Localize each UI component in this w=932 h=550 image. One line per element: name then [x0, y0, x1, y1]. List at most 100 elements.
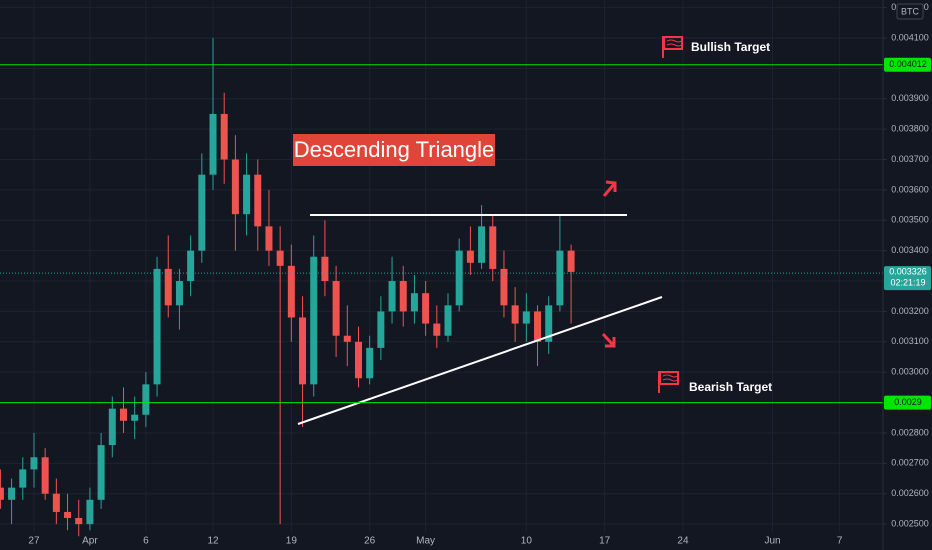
candle-body	[377, 311, 385, 348]
x-tick-label: 12	[207, 536, 219, 547]
overlays: Bullish Target Bearish Target	[0, 40, 883, 404]
y-tick-label: 0.003600	[891, 184, 929, 194]
target-price-label: 0.0029	[894, 397, 922, 407]
candle-body	[30, 457, 38, 470]
candle-body	[108, 408, 116, 446]
candle-body	[287, 265, 295, 318]
title-box	[293, 134, 495, 166]
x-tick-label: 24	[677, 536, 689, 547]
candle-body	[142, 384, 150, 415]
y-tick-label: 0.002700	[891, 458, 929, 468]
candle-body	[164, 268, 172, 306]
bearish-flag-icon	[658, 371, 679, 393]
x-axis: 27 Apr 6 12 19 26 May 10 17 24 Jun 7	[28, 536, 842, 547]
x-tick-label: 26	[364, 536, 376, 547]
target-price-box	[884, 57, 931, 72]
candle-body	[220, 113, 228, 160]
last-price-label: 0.003326	[889, 267, 927, 277]
candles	[0, 37, 575, 537]
last-price-box	[884, 266, 931, 291]
candle-body	[343, 335, 351, 342]
target-name: Bullish Target	[691, 40, 770, 54]
candle-body	[455, 250, 463, 306]
candle-body	[321, 256, 329, 282]
x-tick-label: Jun	[764, 536, 780, 547]
candle-body	[97, 445, 105, 500]
candle-body	[86, 499, 94, 525]
countdown: 02:21:19	[890, 278, 925, 288]
y-tick-label: 0.003400	[891, 245, 929, 255]
candle-body	[131, 414, 139, 421]
candle-body	[433, 323, 441, 336]
candle-body	[299, 317, 307, 385]
candle-body	[0, 487, 4, 500]
candle-body	[478, 226, 486, 263]
y-tick-label: 0.003700	[891, 154, 929, 164]
candle-body	[8, 487, 16, 500]
y-tick-label: 0.003000	[891, 367, 929, 377]
target-name: Bearish Target	[689, 380, 772, 394]
x-tick-label: 10	[521, 536, 533, 547]
y-tick-label: 0.003100	[891, 336, 929, 346]
candle-body	[276, 250, 284, 266]
candle-body	[354, 341, 362, 379]
y-tick-label: 0.004100	[891, 32, 929, 42]
y-tick-label: 0.003200	[891, 306, 929, 316]
currency-badge	[896, 3, 924, 20]
y-tick-label: 0.002600	[891, 488, 929, 498]
candle-body	[410, 293, 418, 312]
candle-body	[556, 250, 564, 306]
x-tick-label: 17	[599, 536, 611, 547]
candle-body	[41, 457, 49, 494]
candle-body	[187, 250, 195, 282]
candle-body	[545, 305, 553, 342]
candle-body	[444, 305, 452, 336]
y-tick-label: 0.003500	[891, 215, 929, 225]
target-price-label: 0.004012	[889, 59, 927, 69]
candle-body	[399, 281, 407, 312]
candle-body	[75, 518, 83, 525]
candle-body	[534, 311, 542, 342]
x-tick-label: 7	[837, 536, 843, 547]
chart-title: Descending Triangle	[294, 137, 495, 162]
candle-body	[489, 226, 497, 269]
bullish-flag-icon	[662, 36, 683, 58]
candle-body	[522, 311, 530, 324]
y-axis: 0.0025000.0026000.0027000.0028000.002900…	[883, 2, 931, 528]
up-arrow	[602, 180, 617, 197]
y-tick-label: 0.002500	[891, 518, 929, 528]
x-tick-label: 19	[286, 536, 298, 547]
candle-body	[500, 268, 508, 306]
candle-body	[19, 469, 27, 488]
candle-body	[388, 281, 396, 312]
currency: BTC	[901, 6, 920, 16]
candle-body	[265, 226, 273, 251]
candle-body	[64, 511, 72, 519]
target-price-box	[884, 395, 931, 410]
y-tick-label: 0.002800	[891, 427, 929, 437]
candle-body	[511, 305, 519, 324]
x-tick-label: Apr	[82, 536, 98, 547]
candle-body	[422, 293, 430, 324]
candle-body	[332, 281, 340, 336]
candle-body	[366, 347, 374, 379]
x-tick-label: May	[416, 536, 435, 547]
candle-body	[119, 408, 127, 421]
candle-body	[52, 493, 60, 512]
candle-body	[466, 250, 474, 263]
candle-body	[567, 250, 575, 272]
candle-body	[198, 174, 206, 251]
candle-body	[153, 268, 161, 385]
y-tick-label: 0.003900	[891, 93, 929, 103]
down-arrow	[601, 332, 616, 348]
x-tick-label: 27	[28, 536, 40, 547]
candle-body	[243, 174, 251, 215]
candle-body	[310, 256, 318, 385]
candle-body	[175, 281, 183, 306]
y-tick-label: 0.003800	[891, 124, 929, 134]
x-tick-label: 6	[143, 536, 149, 547]
candle-body	[231, 159, 239, 215]
